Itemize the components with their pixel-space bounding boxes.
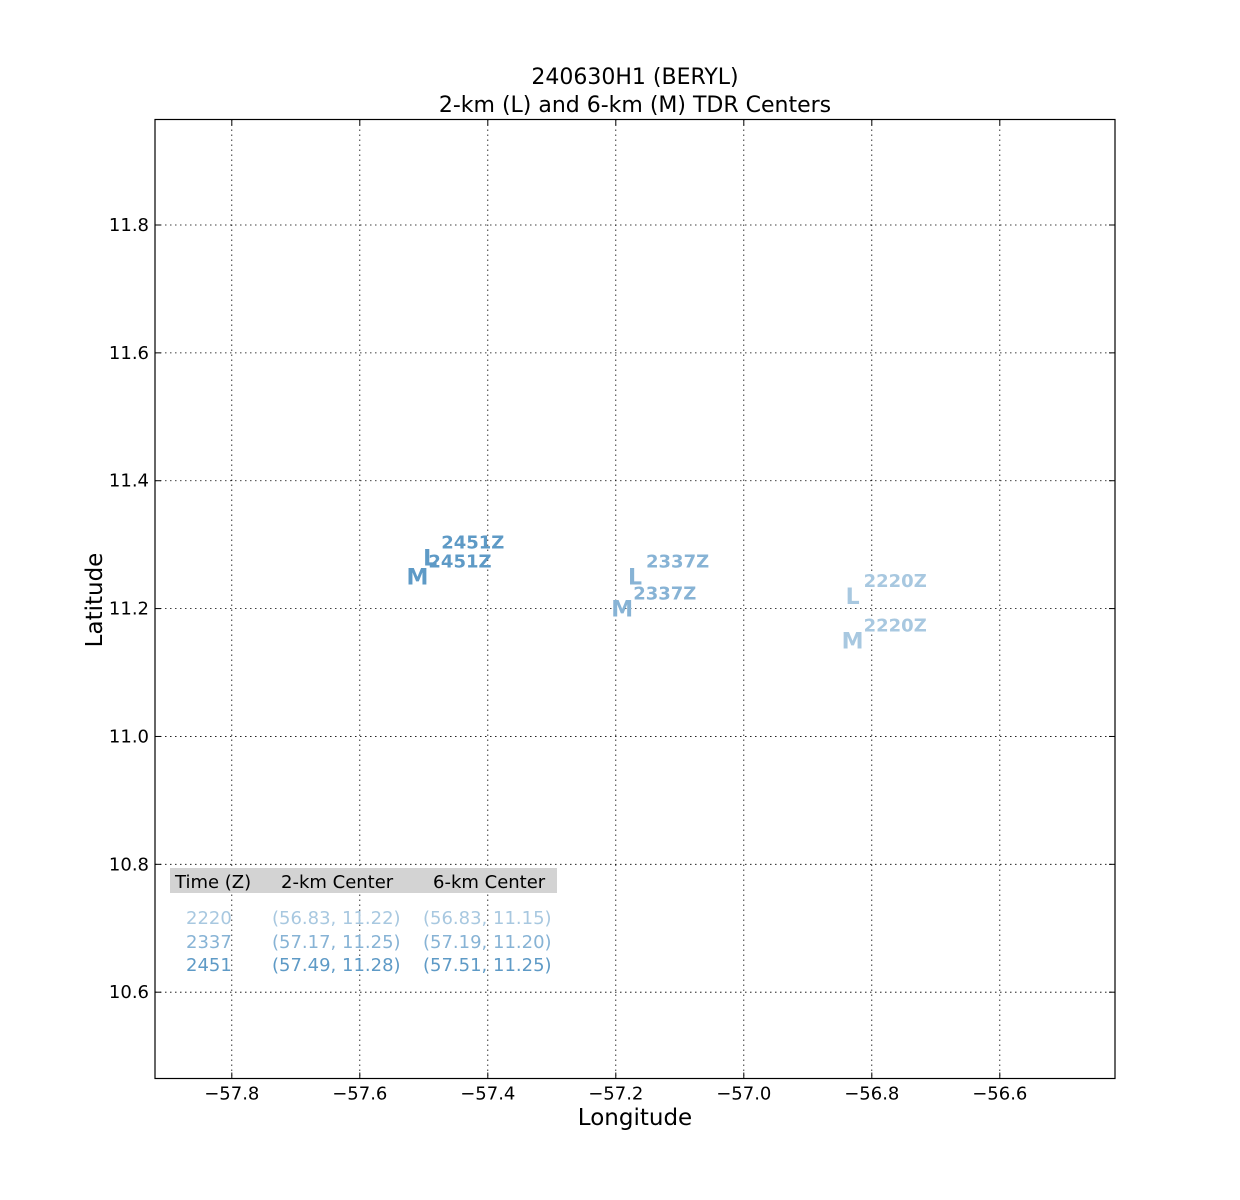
x-tick-label: −57.4 <box>460 1084 515 1105</box>
center-time-label-l-2337: 2337Z <box>646 552 709 573</box>
table-row-2451-low: (57.49, 11.28) <box>272 955 401 976</box>
table-header-time: Time (Z) <box>174 872 251 893</box>
x-tick-label: −57.8 <box>204 1084 259 1105</box>
y-tick-label: 11.4 <box>109 471 149 492</box>
table-row-2337-mid: (57.19, 11.20) <box>423 932 552 953</box>
chart-title: 240630H1 (BERYL) <box>531 65 738 90</box>
table-header-background <box>170 868 557 893</box>
x-tick-label: −56.8 <box>844 1084 899 1105</box>
center-time-label-m-2337: 2337Z <box>633 584 696 605</box>
center-time-label-l-2220: 2220Z <box>864 571 927 592</box>
y-tick-label: 11.8 <box>109 215 149 236</box>
center-marker-m-2337: M <box>611 598 633 623</box>
y-tick-label: 10.6 <box>109 982 149 1003</box>
x-tick-label: −57.6 <box>332 1084 387 1105</box>
y-tick-label: 11.6 <box>109 343 149 364</box>
center-time-label-l-2451: 2451Z <box>441 532 504 553</box>
table-row-2451-mid: (57.51, 11.25) <box>423 955 552 976</box>
center-marker-l-2451: L <box>423 546 437 571</box>
table-row-2220-low: (56.83, 11.22) <box>272 908 401 929</box>
table-row-2337-time: 2337 <box>186 932 232 953</box>
y-axis: 10.6 10.8 11.0 11.2 11.4 11.6 11.8 <box>109 215 1115 1003</box>
center-marker-m-2220: M <box>842 630 864 655</box>
table-row-2451-time: 2451 <box>186 955 232 976</box>
table-header-2km: 2-km Center <box>281 872 394 893</box>
y-tick-label: 11.2 <box>109 599 149 620</box>
chart-subtitle: 2-km (L) and 6-km (M) TDR Centers <box>439 93 831 118</box>
table-header-6km: 6-km Center <box>433 872 546 893</box>
table-row-2220-mid: (56.83, 11.15) <box>423 908 552 929</box>
center-marker-m-2451: M <box>406 566 428 591</box>
center-time-label-m-2451: 2451Z <box>428 552 491 573</box>
x-tick-label: −56.6 <box>972 1084 1027 1105</box>
y-axis-title: Latitude <box>82 553 108 648</box>
x-tick-label: −57.0 <box>716 1084 771 1105</box>
center-time-label-m-2220: 2220Z <box>864 616 927 637</box>
x-tick-label: −57.2 <box>588 1084 643 1105</box>
center-marker-l-2337: L <box>628 566 642 591</box>
plot-frame <box>154 118 1116 1080</box>
center-marker-l-2220: L <box>846 585 860 610</box>
x-axis-title: Longitude <box>578 1105 692 1131</box>
table-row-2337-low: (57.17, 11.25) <box>272 932 401 953</box>
y-tick-label: 10.8 <box>109 854 149 875</box>
x-axis: −57.8 −57.6 −57.4 −57.2 −57.0 −56.8 −56.6 <box>204 119 1027 1105</box>
grid-lines <box>155 119 1115 1079</box>
y-tick-label: 11.0 <box>109 726 149 747</box>
center-table: Time (Z) 2-km Center 6-km Center 2220 (5… <box>170 868 557 976</box>
table-row-2220-time: 2220 <box>186 908 232 929</box>
